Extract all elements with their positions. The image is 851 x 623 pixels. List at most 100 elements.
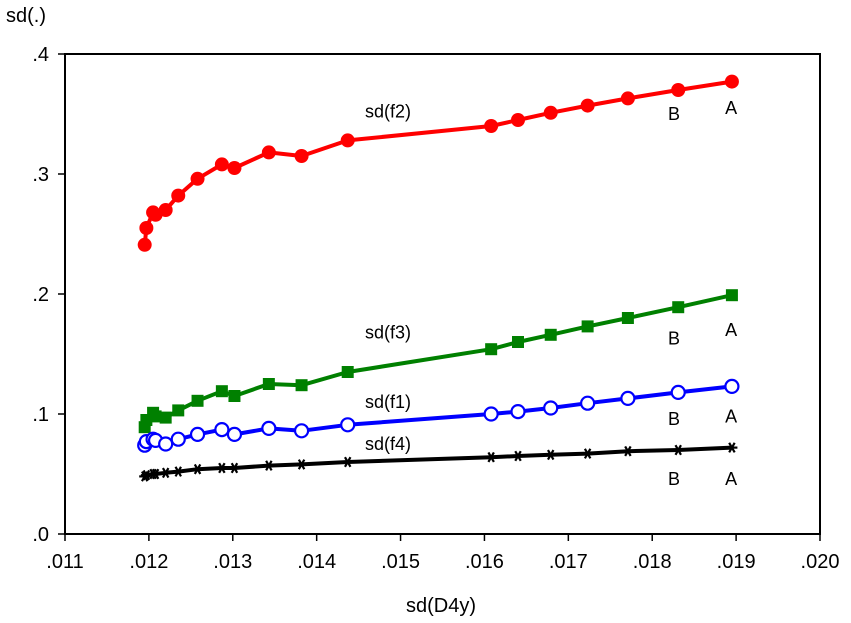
annotation-label: A — [725, 98, 737, 118]
data-point — [228, 462, 240, 474]
data-point — [214, 422, 230, 438]
annotation-label: B — [668, 104, 680, 124]
data-point — [172, 404, 185, 417]
data-point — [512, 336, 524, 348]
data-point — [228, 390, 241, 402]
data-point — [262, 378, 275, 390]
data-point — [512, 450, 524, 462]
x-tick-label: .019 — [717, 551, 756, 573]
y-tick-label: .1 — [32, 404, 49, 426]
data-point — [725, 289, 738, 302]
data-point — [294, 149, 309, 163]
annotation-layer: sd(f2) B Asd(f3) B Asd(f1) B Asd(f4) B A — [365, 98, 737, 489]
series-3 — [137, 378, 740, 453]
data-point — [485, 343, 498, 356]
x-tick-label: .014 — [297, 551, 336, 573]
data-point — [137, 237, 152, 252]
data-point — [226, 426, 243, 442]
data-point — [510, 404, 526, 420]
data-point — [342, 456, 354, 468]
data-point — [511, 113, 525, 127]
data-point — [672, 444, 684, 456]
y-tick-label: .4 — [32, 44, 49, 66]
data-point — [672, 301, 685, 314]
data-point — [158, 203, 173, 217]
x-tick-label: .015 — [381, 551, 420, 573]
data-point — [191, 394, 204, 407]
data-point — [159, 411, 172, 424]
annotation-label: A — [725, 469, 737, 489]
data-point — [543, 400, 559, 416]
data-point — [543, 105, 558, 120]
data-point — [581, 320, 594, 333]
data-point — [170, 431, 186, 447]
x-tick-label: .017 — [549, 551, 588, 573]
x-tick-label: .016 — [465, 551, 504, 573]
data-point — [171, 188, 186, 203]
annotation-label: B — [668, 469, 680, 489]
data-point — [263, 460, 275, 471]
data-point — [261, 420, 277, 436]
data-point — [544, 328, 557, 341]
annotation-label: sd(f2) — [365, 102, 411, 122]
data-point — [296, 459, 308, 470]
annotation-label: B — [668, 328, 680, 348]
data-point — [160, 467, 172, 479]
data-point — [724, 378, 740, 394]
x-axis-ticks: .011 .012 .013 .014 .015 .016 .017 .018 .019 .020 — [46, 534, 839, 573]
data-point — [341, 366, 354, 378]
y-axis-title: sd(.) — [6, 5, 46, 27]
series-line — [142, 293, 733, 428]
data-point — [484, 119, 499, 133]
data-point — [670, 384, 686, 400]
annotation-label: A — [725, 406, 737, 426]
data-point — [545, 449, 557, 461]
x-tick-label: .013 — [213, 551, 252, 573]
data-point — [189, 426, 206, 442]
data-point — [216, 462, 228, 474]
data-point — [192, 463, 204, 475]
data-point — [261, 145, 276, 160]
annotation-label: B — [668, 409, 680, 429]
annotation-label: sd(f3) — [365, 322, 411, 342]
data-point — [149, 410, 162, 423]
annotation-label: A — [725, 320, 737, 340]
data-point — [340, 417, 356, 433]
data-point — [190, 171, 205, 186]
data-point — [214, 157, 229, 172]
series-4 — [139, 442, 738, 482]
series-layer — [137, 74, 740, 482]
y-axis-ticks: .0 .1 .2 .3 .4 — [32, 44, 65, 546]
data-point — [622, 445, 634, 457]
x-tick-label: .020 — [801, 551, 840, 573]
y-tick-label: .2 — [32, 284, 49, 306]
x-tick-label: .018 — [633, 551, 672, 573]
x-axis-title: sd(D4y) — [406, 595, 476, 617]
data-point — [621, 312, 634, 324]
data-point — [227, 161, 242, 175]
data-point — [582, 448, 594, 459]
y-tick-label: .3 — [32, 164, 49, 186]
data-point — [139, 221, 154, 235]
series-2 — [138, 289, 738, 434]
data-point — [293, 423, 310, 439]
annotation-label: sd(f1) — [365, 392, 411, 412]
data-point — [140, 469, 152, 481]
data-point — [620, 390, 636, 406]
data-point — [483, 406, 499, 422]
data-point — [724, 74, 739, 89]
y-tick-label: .0 — [32, 524, 49, 546]
data-point — [295, 379, 308, 392]
data-point — [158, 436, 174, 452]
data-point — [215, 385, 228, 398]
data-point — [172, 466, 184, 477]
data-point — [340, 133, 355, 148]
data-point — [726, 442, 738, 453]
x-tick-label: .012 — [129, 551, 168, 573]
data-point — [580, 98, 595, 113]
data-point — [671, 83, 686, 97]
series-1 — [137, 74, 739, 252]
annotation-label: sd(f4) — [365, 434, 411, 454]
plot-frame — [64, 53, 821, 535]
